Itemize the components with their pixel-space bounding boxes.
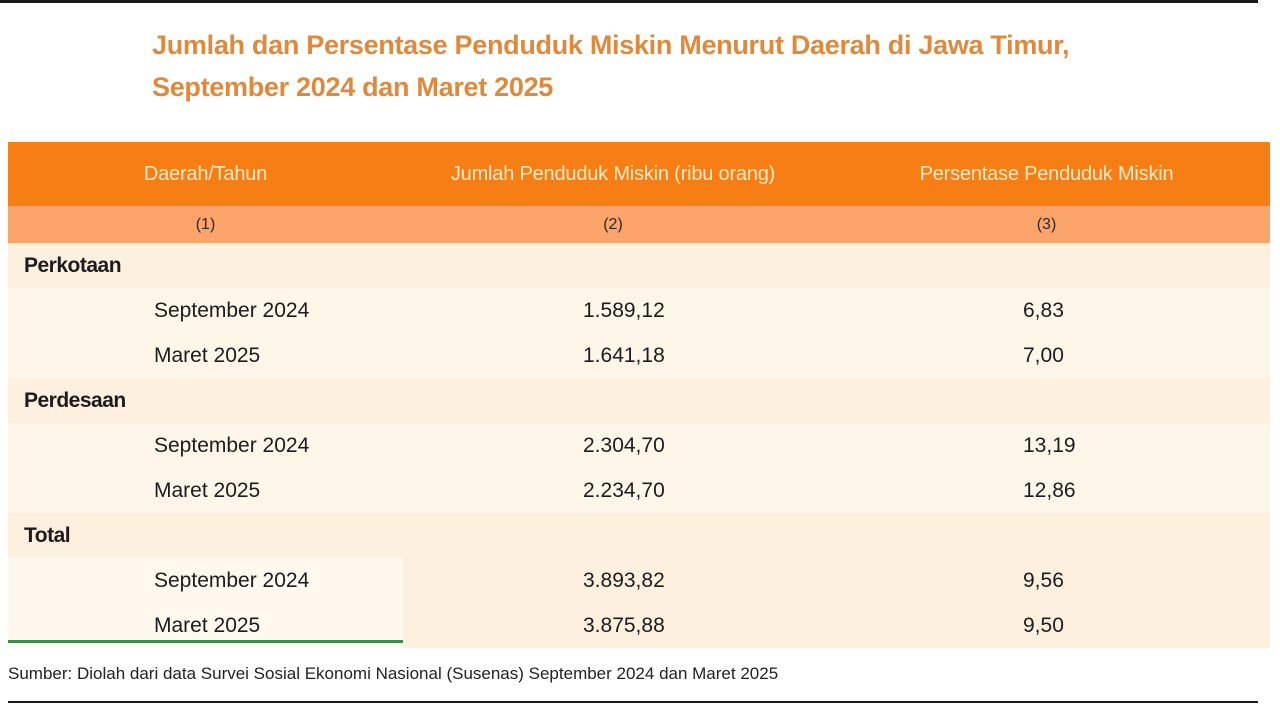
table-row: Maret 2025 2.234,70 12,86 bbox=[8, 468, 1270, 513]
table-row: September 2024 3.893,82 9,56 bbox=[8, 558, 1270, 603]
period-cell: September 2024 bbox=[154, 298, 310, 322]
persentase-cell: 13,19 bbox=[1023, 433, 1076, 457]
jumlah-cell: 2.234,70 bbox=[583, 478, 665, 502]
header-daerah-tahun: Daerah/Tahun bbox=[143, 162, 268, 185]
period-cell: Maret 2025 bbox=[154, 478, 261, 502]
group-row-perkotaan: Perkotaan bbox=[8, 243, 1270, 288]
column-number-1: (1) bbox=[195, 215, 216, 233]
jumlah-cell: 3.893,82 bbox=[583, 568, 665, 592]
column-number-3: (3) bbox=[1036, 215, 1057, 233]
jumlah-cell: 2.304,70 bbox=[583, 433, 665, 457]
group-label: Perdesaan bbox=[24, 388, 126, 412]
table-row: September 2024 2.304,70 13,19 bbox=[8, 423, 1270, 468]
group-row-perdesaan: Perdesaan bbox=[8, 378, 1270, 423]
jumlah-cell: 3.875,88 bbox=[583, 613, 665, 637]
jumlah-cell: 1.641,18 bbox=[583, 343, 665, 367]
persentase-cell: 9,50 bbox=[1023, 613, 1064, 637]
header-jumlah: Jumlah Penduduk Miskin (ribu orang) bbox=[450, 162, 776, 185]
table-row: September 2024 1.589,12 6,83 bbox=[8, 288, 1270, 333]
title-line-2: September 2024 dan Maret 2025 bbox=[152, 72, 554, 102]
table-row: Maret 2025 1.641,18 7,00 bbox=[8, 333, 1270, 378]
persentase-cell: 7,00 bbox=[1023, 343, 1064, 367]
group-label: Perkotaan bbox=[24, 253, 122, 277]
bottom-rule bbox=[8, 701, 1258, 703]
top-rule bbox=[0, 0, 1258, 3]
persentase-cell: 9,56 bbox=[1023, 568, 1064, 592]
period-cell: Maret 2025 bbox=[154, 343, 261, 367]
title-line-1: Jumlah dan Persentase Penduduk Miskin Me… bbox=[152, 30, 1070, 60]
table-header: Daerah/Tahun Jumlah Penduduk Miskin (rib… bbox=[8, 142, 1270, 206]
header-persentase: Persentase Penduduk Miskin bbox=[919, 162, 1174, 185]
jumlah-cell: 1.589,12 bbox=[583, 298, 665, 322]
group-row-total: Total bbox=[8, 513, 1270, 558]
poverty-table: Daerah/Tahun Jumlah Penduduk Miskin (rib… bbox=[8, 142, 1270, 648]
group-label: Total bbox=[24, 523, 71, 547]
persentase-cell: 6,83 bbox=[1023, 298, 1064, 322]
source-note: Sumber: Diolah dari data Survei Sosial E… bbox=[8, 664, 779, 683]
period-cell: September 2024 bbox=[154, 433, 310, 457]
page-title: Jumlah dan Persentase Penduduk Miskin Me… bbox=[152, 24, 1252, 108]
persentase-cell: 12,86 bbox=[1023, 478, 1076, 502]
period-cell: September 2024 bbox=[8, 558, 403, 603]
accent-underline bbox=[8, 640, 403, 643]
column-number-2: (2) bbox=[603, 215, 623, 233]
column-number-row: (1) (2) (3) bbox=[8, 206, 1270, 243]
